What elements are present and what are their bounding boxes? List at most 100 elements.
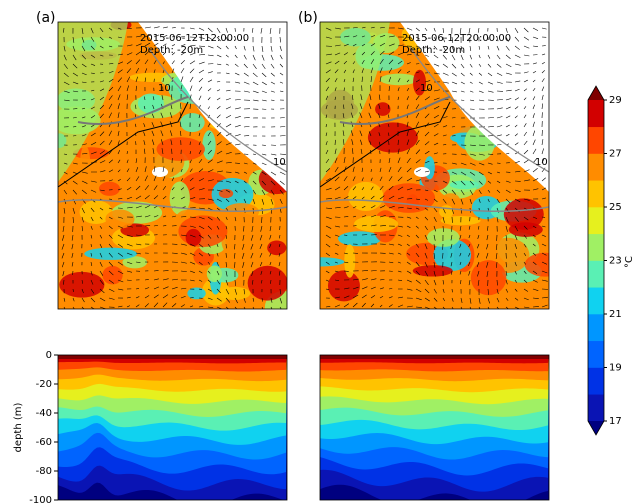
- current-arrow: [514, 288, 518, 292]
- current-arrow: [81, 143, 87, 146]
- axes-frame: [319, 21, 550, 310]
- current-arrow: [63, 27, 65, 33]
- current-arrow: [477, 27, 480, 33]
- current-arrow: [424, 170, 430, 173]
- current-arrow: [216, 80, 221, 83]
- current-arrow: [261, 279, 263, 284]
- current-arrow: [198, 123, 201, 128]
- current-arrow: [496, 288, 499, 295]
- current-arrow: [153, 294, 159, 299]
- current-arrow: [460, 189, 465, 196]
- current-arrow: [433, 297, 438, 302]
- current-arrow: [496, 81, 503, 84]
- current-arrow: [260, 27, 263, 34]
- current-arrow: [189, 168, 193, 173]
- current-arrow: [352, 26, 358, 29]
- current-arrow: [424, 96, 430, 101]
- current-arrow: [351, 103, 354, 110]
- current-arrow: [252, 279, 254, 285]
- current-arrow: [180, 304, 185, 308]
- current-arrow: [541, 103, 544, 110]
- isobath: [58, 199, 287, 213]
- current-arrow: [370, 35, 376, 38]
- current-arrow: [225, 288, 230, 295]
- current-arrow: [415, 216, 419, 219]
- contour-label: 10: [273, 157, 286, 168]
- current-arrow: [117, 94, 121, 101]
- current-arrow: [153, 60, 157, 65]
- current-arrow: [189, 68, 195, 74]
- current-arrow: [278, 270, 281, 276]
- current-arrow: [72, 63, 78, 69]
- current-arrow: [81, 36, 85, 43]
- current-arrow: [90, 225, 93, 230]
- current-arrow: [162, 294, 169, 299]
- current-arrow: [343, 303, 350, 308]
- current-arrow: [460, 72, 465, 77]
- current-arrow: [424, 27, 428, 32]
- current-arrow: [198, 45, 205, 47]
- current-arrow: [406, 157, 411, 164]
- current-arrow: [459, 261, 462, 265]
- current-arrow: [117, 169, 121, 173]
- current-arrow: [261, 171, 267, 176]
- current-arrow: [62, 234, 65, 241]
- current-arrow: [424, 270, 429, 277]
- current-arrow: [162, 77, 164, 83]
- current-arrow: [360, 94, 363, 101]
- current-arrow: [406, 79, 410, 83]
- current-arrow: [343, 261, 349, 264]
- current-arrow: [216, 243, 219, 247]
- current-arrow: [379, 26, 385, 29]
- current-arrow: [406, 87, 410, 92]
- current-arrow: [343, 176, 348, 182]
- current-arrow: [486, 261, 489, 268]
- timestamp: 2015-06-12T12:00:00: [140, 33, 249, 44]
- current-arrow: [207, 97, 211, 101]
- current-arrow: [459, 243, 462, 248]
- current-arrow: [478, 90, 484, 93]
- y-axis-label: depth (m): [13, 402, 24, 452]
- current-arrow: [343, 216, 349, 218]
- current-arrow: [135, 215, 142, 218]
- current-arrow: [450, 234, 453, 241]
- current-arrow: [225, 98, 231, 101]
- current-arrow: [207, 179, 214, 182]
- current-arrow: [198, 168, 204, 173]
- current-arrow: [243, 198, 247, 204]
- current-arrow: [325, 53, 332, 56]
- current-arrow: [325, 279, 330, 282]
- current-arrow: [415, 27, 420, 32]
- current-arrow: [361, 59, 365, 65]
- current-arrow: [424, 113, 430, 119]
- current-arrow: [252, 90, 259, 94]
- current-arrow: [81, 63, 87, 68]
- current-arrow: [270, 72, 275, 77]
- current-arrow: [460, 306, 463, 309]
- current-arrow: [352, 52, 356, 56]
- current-arrow: [189, 44, 196, 47]
- current-arrow: [523, 79, 528, 83]
- current-arrow: [189, 252, 196, 256]
- current-arrow: [216, 45, 222, 50]
- current-arrow: [152, 96, 155, 101]
- current-arrow: [532, 113, 535, 119]
- current-arrow: [370, 26, 375, 29]
- current-arrow: [261, 81, 267, 86]
- current-arrow: [225, 189, 231, 193]
- current-arrow: [99, 150, 106, 155]
- current-arrow: [279, 171, 286, 175]
- current-arrow: [442, 216, 445, 223]
- current-arrow: [126, 168, 130, 173]
- current-arrow: [541, 62, 545, 65]
- current-arrow: [541, 270, 548, 274]
- current-arrow: [415, 104, 420, 110]
- current-arrow: [397, 60, 403, 65]
- current-arrow: [135, 158, 138, 164]
- current-arrow: [117, 234, 124, 239]
- current-arrow: [486, 270, 489, 277]
- current-arrow: [160, 139, 164, 146]
- current-arrow: [126, 225, 133, 228]
- current-arrow: [505, 279, 508, 285]
- current-arrow: [433, 261, 436, 268]
